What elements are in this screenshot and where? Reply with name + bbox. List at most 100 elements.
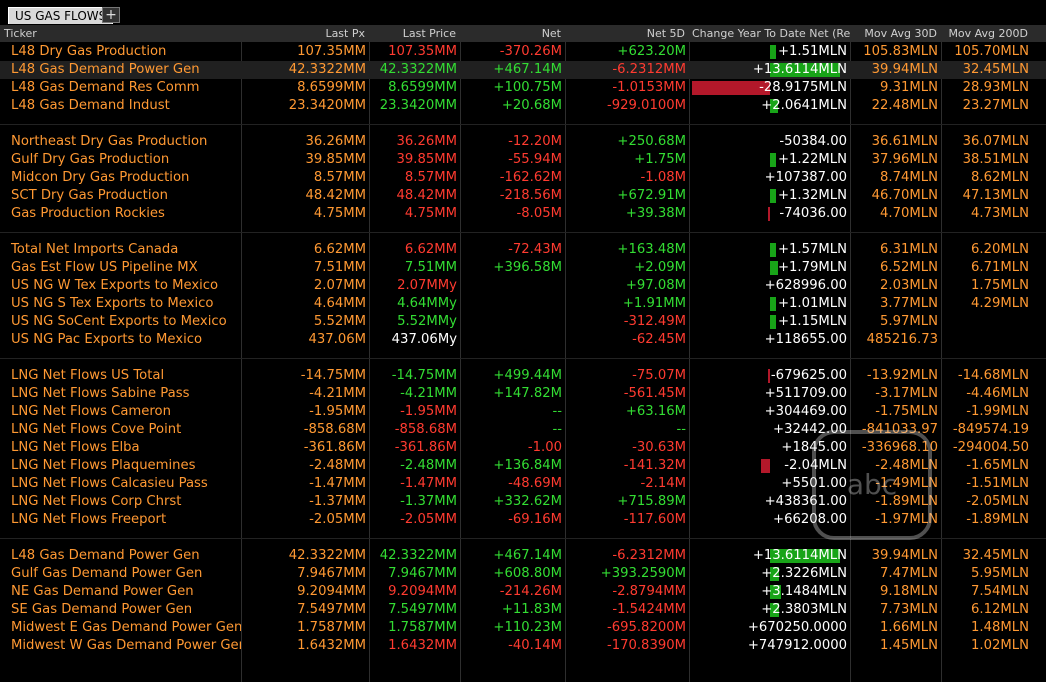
header-mov-avg-200d[interactable]: Mov Avg 200D <box>948 27 1028 40</box>
cell-last-price: 7.5497MM <box>388 602 457 617</box>
cell-last-price: 36.26MM <box>396 134 457 149</box>
table-row[interactable]: L48 Gas Demand Indust 23.3420MM 23.3420MM +… <box>0 97 1046 115</box>
table-row[interactable]: SE Gas Demand Power Gen 7.5497MM 7.5497MM +… <box>0 601 1046 619</box>
table-row[interactable]: LNG Net Flows Elba -361.86M -361.86M -1.00 -… <box>0 439 1046 457</box>
cell-net: -72.43M <box>508 242 562 257</box>
table-row[interactable]: Total Net Imports Canada 6.62MM 6.62MM -72.… <box>0 241 1046 259</box>
cell-ticker: L48 Gas Demand Power Gen <box>11 62 200 77</box>
table-row[interactable]: Gas Production Rockies 4.75MM 4.75MM -8.05M… <box>0 205 1046 223</box>
cell-net: +147.82M <box>493 386 562 401</box>
cell-ma200: 47.13MLN <box>962 188 1029 203</box>
table-row[interactable]: LNG Net Flows Calcasieu Pass -1.47MM -1.47… <box>0 475 1046 493</box>
cell-net: +20.68M <box>501 98 562 113</box>
cell-ma30: 485216.73 <box>866 332 938 347</box>
cell-last-price: 2.07MMy <box>397 278 457 293</box>
cell-ma200: -849574.19 <box>952 422 1029 437</box>
cell-ma200: 4.73MLN <box>971 206 1029 221</box>
cell-net: -40.14M <box>508 638 562 653</box>
column-divider <box>460 42 461 682</box>
table-row[interactable]: NE Gas Demand Power Gen 9.2094MM 9.2094MM -… <box>0 583 1046 601</box>
table-row[interactable]: LNG Net Flows Plaquemines -2.48MM -2.48MM +… <box>0 457 1046 475</box>
cell-ma30: 1.45MLN <box>880 638 938 653</box>
cell-net: +11.83M <box>501 602 562 617</box>
cell-ma30: -3.17MLN <box>875 386 938 401</box>
tab-us-gas-flows[interactable]: US GAS FLOWS <box>8 7 114 24</box>
header-ytd-change[interactable]: Change Year To Date Net (Re <box>692 27 850 40</box>
table-row[interactable]: Gulf Gas Demand Power Gen 7.9467MM 7.9467M… <box>0 565 1046 583</box>
table-row[interactable]: Gas Est Flow US Pipeline MX 7.51MM 7.51MM +… <box>0 259 1046 277</box>
table-row[interactable]: L48 Gas Demand Power Gen 42.3322MM 42.3322… <box>0 547 1046 565</box>
header-last-price[interactable]: Last Price <box>402 27 456 40</box>
table-row[interactable]: LNG Net Flows Corp Chrst -1.37MM -1.37MM +3… <box>0 493 1046 511</box>
header-ticker[interactable]: Ticker <box>4 27 37 40</box>
cell-last-px: 42.3322MM <box>288 548 366 563</box>
table-row[interactable]: US NG SoCent Exports to Mexico 5.52MM 5.52… <box>0 313 1046 331</box>
header-mov-avg-30d[interactable]: Mov Avg 30D <box>864 27 937 40</box>
cell-ytd: +1.22MLN <box>689 151 850 169</box>
header-last-px[interactable]: Last Px <box>325 27 365 40</box>
cell-ytd: +5501.00 <box>689 475 850 493</box>
cell-ticker: L48 Dry Gas Production <box>11 44 167 59</box>
cell-ticker: LNG Net Flows Freeport <box>11 512 167 527</box>
cell-ticker: US NG SoCent Exports to Mexico <box>11 314 227 329</box>
cell-last-px: -14.75MM <box>300 368 366 383</box>
cell-net5d: -30.63M <box>632 440 686 455</box>
add-tab-button[interactable]: + <box>102 7 120 23</box>
cell-ytd: +304469.00 <box>689 403 850 421</box>
table-row[interactable]: LNG Net Flows Sabine Pass -4.21MM -4.21MM +… <box>0 385 1046 403</box>
table-row[interactable]: US NG Pac Exports to Mexico 437.06M 437.06… <box>0 331 1046 349</box>
cell-last-px: 48.42MM <box>305 188 366 203</box>
table-row[interactable]: Midcon Dry Gas Production 8.57MM 8.57MM -16… <box>0 169 1046 187</box>
ytd-value: +2.3226MLN <box>761 566 847 581</box>
table-row[interactable]: LNG Net Flows US Total -14.75MM -14.75MM +4… <box>0 367 1046 385</box>
cell-net5d: +39.38M <box>625 206 686 221</box>
cell-last-px: 5.52MM <box>313 314 366 329</box>
header-net[interactable]: Net <box>541 27 561 40</box>
cell-ma200: 36.07MLN <box>962 134 1029 149</box>
cell-net5d: -312.49M <box>623 314 686 329</box>
ytd-negative-bar <box>768 369 770 383</box>
cell-ytd: +2.3803MLN <box>689 601 850 619</box>
table-row[interactable]: LNG Net Flows Cameron -1.95MM -1.95MM -- +63… <box>0 403 1046 421</box>
cell-last-px: -858.68M <box>303 422 366 437</box>
table-row[interactable]: LNG Net Flows Freeport -2.05MM -2.05MM -69.… <box>0 511 1046 529</box>
separator-row <box>0 349 1046 367</box>
ytd-positive-bar <box>770 243 776 257</box>
cell-ytd: +107387.00 <box>689 169 850 187</box>
table-row[interactable]: Midwest W Gas Demand Power Gen 1.6432MM 1.… <box>0 637 1046 655</box>
cell-net: +110.23M <box>493 620 562 635</box>
cell-net: -- <box>552 404 562 419</box>
ytd-value: +304469.00 <box>764 404 847 419</box>
ytd-value: +5501.00 <box>781 476 847 491</box>
ytd-value: +107387.00 <box>764 170 847 185</box>
cell-last-px: 2.07MM <box>313 278 366 293</box>
cell-net5d: -75.07M <box>632 368 686 383</box>
cell-net5d: +393.2590M <box>600 566 686 581</box>
table-row[interactable]: L48 Gas Demand Res Comm 8.6599MM 8.6599MM +… <box>0 79 1046 97</box>
table-row[interactable]: L48 Gas Demand Power Gen 42.3322MM 42.3322… <box>0 61 1046 79</box>
column-header-row: Ticker Last Px Last Price Net Net 5D Change Y… <box>0 25 1046 42</box>
table-row[interactable]: Northeast Dry Gas Production 36.26MM 36.26… <box>0 133 1046 151</box>
table-row[interactable]: LNG Net Flows Cove Point -858.68M -858.68M… <box>0 421 1046 439</box>
table-row[interactable]: US NG S Tex Exports to Mexico 4.64MM 4.64M… <box>0 295 1046 313</box>
header-net-5d[interactable]: Net 5D <box>646 27 685 40</box>
ytd-value: +2.0641MLN <box>761 98 847 113</box>
table-row[interactable]: US NG W Tex Exports to Mexico 2.07MM 2.07M… <box>0 277 1046 295</box>
cell-ma200: -4.46MLN <box>966 386 1029 401</box>
cell-ma30: 2.03MLN <box>880 278 938 293</box>
cell-net5d: -2.8794MM <box>612 584 686 599</box>
gas-flows-grid: Ticker Last Px Last Price Net Net 5D Change Y… <box>0 25 1046 682</box>
table-row[interactable]: SCT Dry Gas Production 48.42MM 48.42MM -218… <box>0 187 1046 205</box>
tab-bar: US GAS FLOWS + <box>0 0 1046 25</box>
cell-ticker: US NG W Tex Exports to Mexico <box>11 278 219 293</box>
cell-last-px: 6.62MM <box>313 242 366 257</box>
table-row[interactable]: L48 Dry Gas Production 107.35MM 107.35MM -3… <box>0 43 1046 61</box>
table-row[interactable]: Midwest E Gas Demand Power Gen 1.7587MM 1.… <box>0 619 1046 637</box>
cell-net: -162.62M <box>499 170 562 185</box>
cell-net: +136.84M <box>493 458 562 473</box>
cell-net: +467.14M <box>493 62 562 77</box>
table-row[interactable]: Gulf Dry Gas Production 39.85MM 39.85MM -55… <box>0 151 1046 169</box>
ytd-positive-bar <box>770 45 776 59</box>
cell-ytd: +1.79MLN <box>689 259 850 277</box>
ytd-positive-bar <box>770 603 779 617</box>
